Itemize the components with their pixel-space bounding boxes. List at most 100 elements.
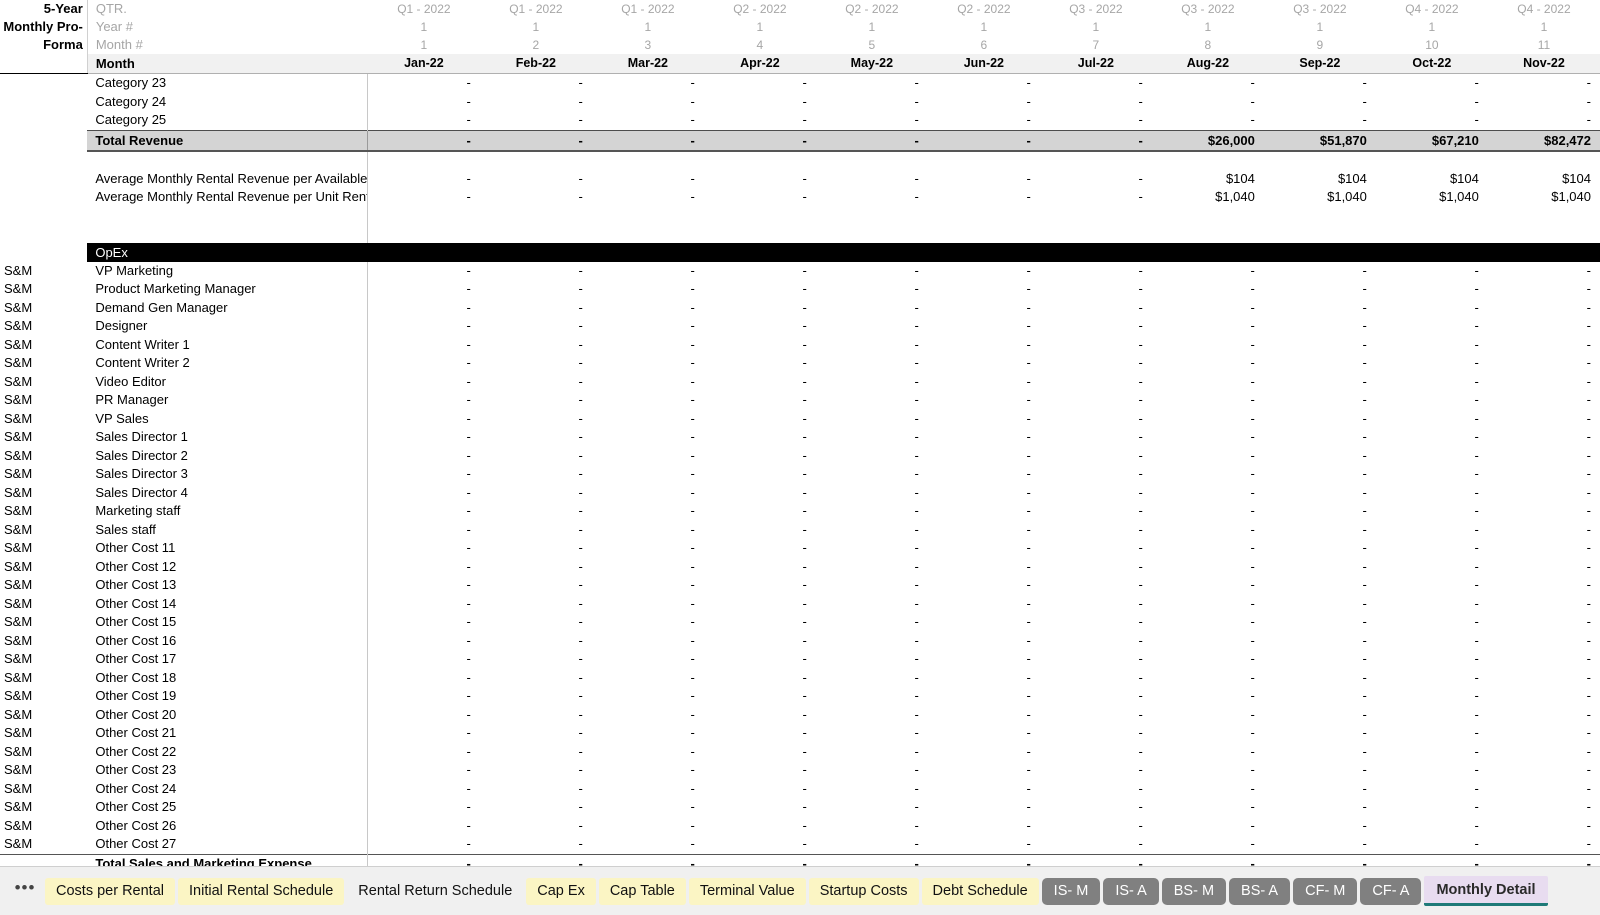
column-header-meta: 1 <box>644 20 652 34</box>
row-value: - <box>815 557 928 576</box>
row-label: Other Cost 26 <box>87 816 369 835</box>
sheet-tab-monthly-detail[interactable]: Monthly Detail <box>1424 876 1548 906</box>
row-value: - <box>1487 502 1600 521</box>
sheet-tab-cf-a[interactable]: CF- A <box>1360 877 1422 905</box>
sheet-tab-cap-table[interactable]: Cap Table <box>598 877 686 905</box>
column-header-meta: 1 <box>420 20 428 34</box>
row-tag: S&M <box>0 502 88 521</box>
row-value: - <box>703 687 816 706</box>
column-header-month: Jul-22 <box>1039 54 1152 74</box>
row-value: - <box>815 317 928 336</box>
sheet-tab-cf-m[interactable]: CF- M <box>1293 877 1358 905</box>
metric-value: - <box>703 188 816 207</box>
row-value: - <box>1263 335 1376 354</box>
row-label: Other Cost 23 <box>87 761 369 780</box>
row-label: Other Cost 11 <box>87 539 369 558</box>
row-value: - <box>1375 111 1488 130</box>
sheet-tab-terminal-value[interactable]: Terminal Value <box>688 877 806 905</box>
sheet-tab-bs-m[interactable]: BS- M <box>1161 877 1227 905</box>
section-band-opex: OpEx <box>0 242 1600 262</box>
metric-value: - <box>479 169 592 188</box>
row-value: - <box>703 502 816 521</box>
row-value: - <box>479 798 592 817</box>
row-value: - <box>1039 372 1152 391</box>
row-value: - <box>479 520 592 539</box>
column-header-meta: Q3 - 2022 <box>1181 2 1235 16</box>
row-value: - <box>927 687 1040 706</box>
row-value: - <box>367 687 480 706</box>
table-row: S&M Other Cost 24- - - - - - - - - - - <box>0 779 1600 798</box>
row-value: - <box>479 92 592 111</box>
row-value: - <box>1487 539 1600 558</box>
row-value: - <box>1151 502 1264 521</box>
row-value: - <box>927 779 1040 798</box>
row-value: - <box>927 261 1040 280</box>
sheet-tab-is-a[interactable]: IS- A <box>1103 877 1159 905</box>
row-value: - <box>927 650 1040 669</box>
row-value: - <box>1487 557 1600 576</box>
row-value: - <box>815 668 928 687</box>
row-value: - <box>1487 111 1600 130</box>
row-value: - <box>815 798 928 817</box>
sheet-tab-rental-return-schedule[interactable]: Rental Return Schedule <box>347 877 524 905</box>
sheet-tab-startup-costs[interactable]: Startup Costs <box>808 877 919 905</box>
row-value: - <box>703 317 816 336</box>
row-value <box>1263 206 1376 225</box>
row-value: - <box>1375 520 1488 539</box>
row-value: - <box>1039 557 1152 576</box>
row-tag <box>0 150 88 170</box>
row-label: PR Manager <box>87 391 369 410</box>
row-value: - <box>927 446 1040 465</box>
row-value: - <box>591 409 704 428</box>
row-label: Designer <box>87 317 369 336</box>
row-value: - <box>1039 631 1152 650</box>
row-value: - <box>927 111 1040 130</box>
row-value: - <box>815 465 928 484</box>
row-value: - <box>815 372 928 391</box>
sheet-tab-debt-schedule[interactable]: Debt Schedule <box>921 877 1039 905</box>
row-label: Marketing staff <box>87 502 369 521</box>
header-month-row: MonthYear 0Jan-22Feb-22Mar-22Apr-22May-2… <box>0 54 1600 74</box>
sheet-tab-is-m[interactable]: IS- M <box>1041 877 1101 905</box>
row-tag: S&M <box>0 742 88 761</box>
total-revenue-value: - <box>479 129 592 152</box>
row-value: - <box>703 816 816 835</box>
row-value: - <box>1039 354 1152 373</box>
row-value: - <box>703 111 816 130</box>
sheet-tab-costs-per-rental[interactable]: Costs per Rental <box>45 877 175 905</box>
table-row: S&M Other Cost 18- - - - - - - - - - - <box>0 668 1600 687</box>
row-value: - <box>1039 798 1152 817</box>
row-value: - <box>1151 779 1264 798</box>
tab-overflow-icon[interactable]: ••• <box>14 878 36 897</box>
table-row: S&M Other Cost 25- - - - - - - - - - - <box>0 798 1600 817</box>
total-sm-expense-value: - <box>815 853 928 866</box>
column-header-meta: 8 <box>1204 38 1212 52</box>
row-value: - <box>1151 705 1264 724</box>
row-value: - <box>1151 73 1264 93</box>
row-value: - <box>815 502 928 521</box>
row-value: - <box>1487 835 1600 854</box>
row-value <box>1151 150 1264 170</box>
row-value: - <box>1263 650 1376 669</box>
row-value: - <box>1375 705 1488 724</box>
section-band-label: OpEx <box>87 242 369 262</box>
row-value: - <box>1375 483 1488 502</box>
sheet-tab-cap-ex[interactable]: Cap Ex <box>526 877 596 905</box>
sheet-tab-bs-a[interactable]: BS- A <box>1229 877 1291 905</box>
row-value: - <box>815 111 928 130</box>
row-value: - <box>1039 298 1152 317</box>
sheet-tab-bar[interactable]: ••• Costs per Rental Initial Rental Sched… <box>0 866 1600 915</box>
row-value: - <box>591 428 704 447</box>
column-header-meta: 1 <box>1092 20 1100 34</box>
page-title: 5-Year Monthly Pro- Forma <box>0 0 88 74</box>
row-value: - <box>1263 483 1376 502</box>
sheet-tabs-host: Costs per Rental Initial Rental Schedule R… <box>45 876 1548 906</box>
row-value: - <box>1375 631 1488 650</box>
row-value: - <box>479 261 592 280</box>
row-value: - <box>367 650 480 669</box>
sheet-tab-initial-rental-schedule[interactable]: Initial Rental Schedule <box>178 877 345 905</box>
table-row: S&M VP Sales - - - - - - - - - - - <box>0 409 1600 428</box>
row-value: - <box>1151 483 1264 502</box>
row-value: - <box>1263 761 1376 780</box>
